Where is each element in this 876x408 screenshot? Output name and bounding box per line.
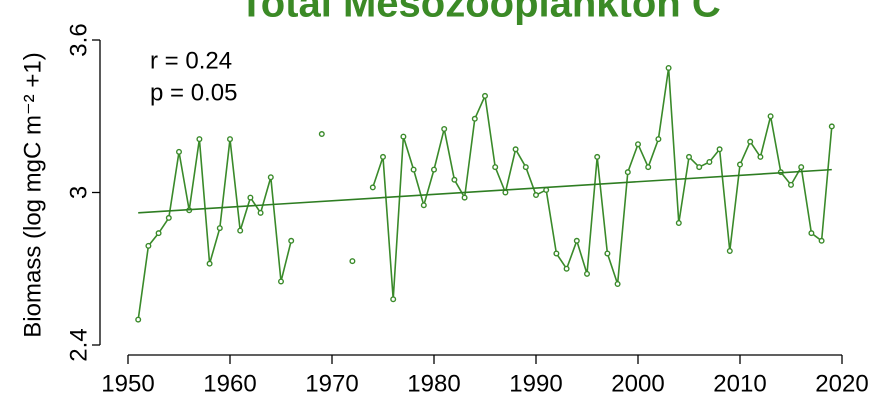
- data-point: [757, 153, 764, 160]
- data-point: [522, 164, 529, 171]
- data-point: [584, 270, 591, 277]
- x-tick-label: 1980: [407, 370, 460, 397]
- data-point: [420, 202, 427, 209]
- data-point: [624, 169, 631, 176]
- data-point: [400, 133, 407, 140]
- data-point: [737, 161, 744, 168]
- data-point: [655, 136, 662, 143]
- data-point: [767, 113, 774, 120]
- x-tick-label: 1950: [101, 370, 154, 397]
- y-tick-label: 3.6: [65, 23, 92, 56]
- data-point: [818, 237, 825, 244]
- chart-title: Total Mesozooplankton C: [239, 0, 720, 26]
- data-point: [696, 164, 703, 171]
- x-tick-label: 2010: [713, 370, 766, 397]
- data-point: [533, 192, 540, 199]
- data-point: [247, 194, 254, 201]
- x-tick-label: 1960: [203, 370, 256, 397]
- data-point: [828, 123, 835, 130]
- data-point: [237, 227, 244, 234]
- data-point: [165, 214, 172, 221]
- data-point: [318, 131, 325, 138]
- data-point: [614, 281, 621, 288]
- data-point: [645, 164, 652, 171]
- data-point: [471, 115, 478, 122]
- data-point: [206, 260, 213, 267]
- data-point: [278, 278, 285, 285]
- data-point: [196, 136, 203, 143]
- annotation: r = 0.24: [150, 47, 232, 74]
- data-point: [441, 125, 448, 132]
- data-point: [380, 153, 387, 160]
- data-point: [635, 141, 642, 148]
- y-tick-label: 3: [65, 186, 92, 199]
- trend-line: [138, 168, 832, 214]
- data-point: [788, 181, 795, 188]
- data-point: [145, 242, 152, 249]
- data-point: [675, 219, 682, 226]
- data-point: [451, 176, 458, 183]
- data-point: [563, 265, 570, 272]
- x-tick-label: 2000: [611, 370, 664, 397]
- x-tick-label: 2020: [815, 370, 868, 397]
- data-point: [226, 136, 233, 143]
- data-point: [461, 194, 468, 201]
- data-point: [512, 146, 519, 153]
- data-point: [431, 166, 438, 173]
- data-point: [390, 296, 397, 303]
- x-tick-label: 1990: [509, 370, 562, 397]
- data-point: [686, 153, 693, 160]
- y-tick-label: 2.4: [65, 328, 92, 361]
- data-point: [573, 237, 580, 244]
- data-point: [502, 189, 509, 196]
- y-axis-label: Biomass (log mgC m⁻² +1): [19, 52, 46, 337]
- data-point: [808, 230, 815, 237]
- data-point: [216, 225, 223, 232]
- data-point: [747, 138, 754, 145]
- data-point: [594, 153, 601, 160]
- data-point: [135, 316, 142, 323]
- data-point: [492, 164, 499, 171]
- data-point: [665, 64, 672, 71]
- data-line: [372, 67, 833, 300]
- data-point: [349, 258, 356, 265]
- data-point: [553, 250, 560, 257]
- data-point: [155, 230, 162, 237]
- data-point: [726, 247, 733, 254]
- data-point: [604, 250, 611, 257]
- data-point: [257, 209, 264, 216]
- data-point: [706, 158, 713, 165]
- data-point: [543, 186, 550, 193]
- x-tick-label: 1970: [305, 370, 358, 397]
- data-point: [267, 174, 274, 181]
- data-point: [288, 237, 295, 244]
- data-point: [175, 148, 182, 155]
- data-line: [137, 139, 292, 320]
- data-point: [369, 184, 376, 191]
- annotation: p = 0.05: [150, 79, 237, 106]
- data-point: [410, 166, 417, 173]
- data-point: [482, 92, 489, 99]
- data-point: [798, 164, 805, 171]
- data-point: [716, 146, 723, 153]
